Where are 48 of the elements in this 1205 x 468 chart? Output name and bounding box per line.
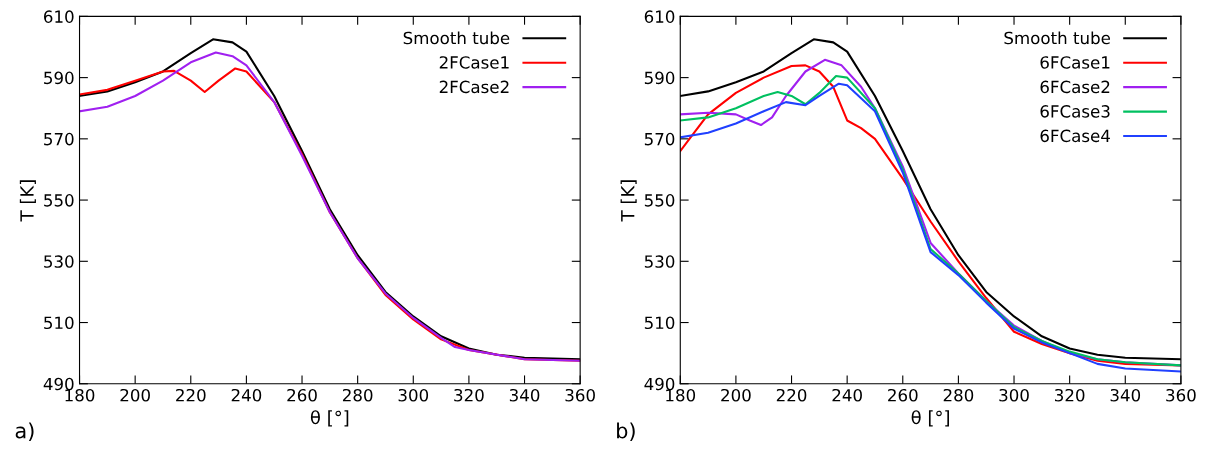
y-tick-label: 570 (644, 132, 675, 146)
legend-label: Smooth tube (403, 31, 510, 45)
x-tick-label: 300 (398, 388, 429, 402)
x-tick-label: 240 (231, 388, 262, 402)
x-tick-label: 220 (776, 388, 807, 402)
legend-label: 6FCase1 (1040, 56, 1110, 69)
y-tick-label: 610 (644, 10, 675, 23)
x-axis-title: θ [°] (310, 410, 349, 427)
x-tick-label: 300 (999, 388, 1029, 402)
y-axis-title: T [K] (19, 180, 36, 222)
x-tick-label: 180 (65, 388, 95, 402)
x-axis-title: θ [°] (911, 410, 949, 427)
y-tick-label: 570 (44, 132, 74, 146)
x-tick-label: 340 (509, 388, 540, 402)
x-tick-label: 320 (1055, 388, 1085, 402)
x-tick-label: 280 (342, 388, 373, 402)
y-tick-label: 490 (43, 377, 74, 391)
x-tick-label: 200 (721, 388, 751, 402)
x-tick-label: 260 (287, 388, 317, 402)
y-tick-label: 530 (44, 255, 74, 268)
y-axis-title: T [K] (620, 180, 637, 222)
y-tick-label: 510 (644, 316, 675, 330)
x-tick-label: 240 (832, 388, 862, 402)
legend-label: Smooth tube (1004, 31, 1111, 45)
x-tick-label: 280 (943, 388, 974, 402)
legend-label: 6FCase2 (1040, 80, 1110, 94)
y-tick-label: 510 (44, 316, 74, 330)
x-tick-label: 260 (888, 388, 918, 402)
x-tick-label: 220 (176, 388, 206, 402)
x-tick-label: 360 (1166, 388, 1196, 402)
y-tick-label: 530 (644, 255, 675, 268)
legend-label: 6FCase4 (1040, 129, 1110, 143)
y-tick-label: 550 (644, 194, 675, 207)
text: b) (617, 422, 635, 441)
x-tick-label: 180 (666, 388, 696, 402)
x-tick-label: 340 (1110, 388, 1141, 402)
legend-label: 2FCase2 (439, 80, 509, 94)
legend-label: 6FCase3 (1040, 105, 1110, 118)
text: a) (15, 422, 34, 441)
x-tick-label: 200 (120, 388, 150, 402)
y-tick-label: 490 (644, 377, 675, 391)
y-tick-label: 550 (44, 194, 74, 207)
y-tick-label: 590 (644, 71, 675, 85)
x-tick-label: 360 (565, 388, 595, 402)
legend-label: 2FCase1 (439, 56, 509, 69)
y-tick-label: 610 (44, 10, 74, 23)
y-tick-label: 590 (44, 71, 74, 85)
x-tick-label: 320 (454, 388, 484, 402)
